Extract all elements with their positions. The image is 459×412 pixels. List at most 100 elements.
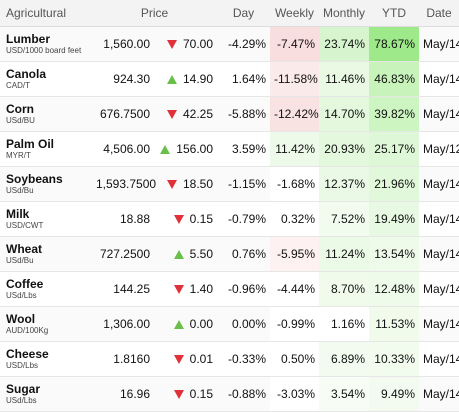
table-row[interactable]: Lumber USD/1000 board feet 1,560.00 70.00 -4… — [0, 26, 459, 62]
date-value: May/14 — [419, 166, 459, 202]
table-row[interactable]: Wheat USd/Bu 727.2500 5.50 0.76% -5.95% 11.24%… — [0, 236, 459, 272]
price-change-value: 1.40 — [189, 282, 213, 296]
triangle-up-icon — [160, 145, 171, 155]
header-ytd[interactable]: YTD — [369, 0, 419, 27]
commodity-cell[interactable]: Sugar USd/Lbs — [0, 376, 92, 412]
day-change: -1.15% — [217, 166, 270, 202]
table-row[interactable]: Wool AUD/100Kg 1,306.00 0.00 0.00% -0.99% 1.16… — [0, 306, 459, 342]
ytd-change: 12.48% — [369, 271, 419, 307]
date-value: May/14 — [419, 376, 459, 412]
commodity-name[interactable]: Wheat — [6, 242, 42, 256]
commodity-name[interactable]: Corn — [6, 102, 34, 116]
weekly-change: -3.03% — [270, 376, 319, 412]
price-change: 18.50 — [154, 166, 217, 202]
price-value: 4,506.00 — [92, 131, 154, 167]
triangle-down-icon — [166, 180, 177, 190]
commodity-name[interactable]: Milk — [6, 207, 30, 221]
commodity-name[interactable]: Soybeans — [6, 172, 63, 186]
table-row[interactable]: Sugar USd/Lbs 16.96 0.15 -0.88% -3.03% 3.54% 9.… — [0, 376, 459, 412]
monthly-change: 1.16% — [319, 306, 369, 342]
table-row[interactable]: Corn USd/BU 676.7500 42.25 -5.88% -12.42% 14.7… — [0, 96, 459, 132]
ytd-change: 11.53% — [369, 306, 419, 342]
commodity-name[interactable]: Palm Oil — [6, 137, 55, 151]
price-change: 1.40 — [154, 271, 217, 307]
commodity-unit: USd/Bu — [6, 256, 34, 265]
commodity-name[interactable]: Coffee — [6, 277, 44, 291]
price-change: 14.90 — [154, 61, 217, 97]
price-value: 1,560.00 — [92, 26, 154, 62]
price-change: 70.00 — [154, 26, 217, 62]
triangle-down-icon — [173, 215, 184, 225]
day-change: -5.88% — [217, 96, 270, 132]
ytd-change: 13.54% — [369, 236, 419, 272]
ytd-change: 25.17% — [369, 131, 419, 167]
header-monthly[interactable]: Monthly — [319, 0, 369, 27]
header-weekly[interactable]: Weekly — [270, 0, 319, 27]
ytd-change: 19.49% — [369, 201, 419, 237]
table-row[interactable]: Palm Oil MYR/T 4,506.00 156.00 3.59% 11.42% 20… — [0, 131, 459, 167]
day-change: -0.33% — [217, 341, 270, 377]
commodity-cell[interactable]: Lumber USD/1000 board feet — [0, 26, 92, 62]
day-change: 0.76% — [217, 236, 270, 272]
header-agricultural[interactable]: Agricultural — [0, 0, 92, 27]
commodity-cell[interactable]: Wool AUD/100Kg — [0, 306, 92, 342]
price-value: 727.2500 — [92, 236, 154, 272]
day-change: -4.29% — [217, 26, 270, 62]
table-row[interactable]: Milk USD/CWT 18.88 0.15 -0.79% 0.32% 7.52% 19.4… — [0, 201, 459, 237]
price-value: 1,306.00 — [92, 306, 154, 342]
commodity-cell[interactable]: Canola CAD/T — [0, 61, 92, 97]
date-value: May/14 — [419, 271, 459, 307]
price-change-value: 0.15 — [189, 212, 213, 226]
commodity-cell[interactable]: Corn USd/BU — [0, 96, 92, 132]
commodity-cell[interactable]: Milk USD/CWT — [0, 201, 92, 237]
commodity-cell[interactable]: Cheese USD/Lbs — [0, 341, 92, 377]
commodity-cell[interactable]: Wheat USd/Bu — [0, 236, 92, 272]
monthly-change: 14.70% — [319, 96, 369, 132]
commodity-cell[interactable]: Palm Oil MYR/T — [0, 131, 92, 167]
triangle-down-icon — [173, 285, 184, 295]
commodity-cell[interactable]: Soybeans USd/Bu — [0, 166, 92, 202]
commodity-unit: USd/Lbs — [6, 291, 37, 300]
price-change: 5.50 — [154, 236, 217, 272]
commodity-cell[interactable]: Coffee USd/Lbs — [0, 271, 92, 307]
weekly-change: 11.42% — [270, 131, 319, 167]
commodity-unit: USd/Lbs — [6, 396, 37, 405]
date-value: May/14 — [419, 201, 459, 237]
date-value: May/14 — [419, 61, 459, 97]
commodity-name[interactable]: Sugar — [6, 382, 41, 396]
day-change: 3.59% — [217, 131, 270, 167]
price-change: 0.15 — [154, 376, 217, 412]
day-change: 1.64% — [217, 61, 270, 97]
weekly-change: -11.58% — [270, 61, 319, 97]
day-change: -0.79% — [217, 201, 270, 237]
price-change: 42.25 — [154, 96, 217, 132]
date-value: May/14 — [419, 236, 459, 272]
header-price[interactable]: Price — [92, 0, 217, 27]
commodity-name[interactable]: Cheese — [6, 347, 49, 361]
commodity-unit: USD/Lbs — [6, 361, 39, 370]
ytd-change: 10.33% — [369, 341, 419, 377]
header-date[interactable]: Date — [419, 0, 459, 27]
weekly-change: 0.32% — [270, 201, 319, 237]
commodity-name[interactable]: Canola — [6, 67, 47, 81]
table-row[interactable]: Soybeans USd/Bu 1,593.7500 18.50 -1.15% -1.68… — [0, 166, 459, 202]
price-change-value: 14.90 — [182, 72, 213, 86]
ytd-change: 39.82% — [369, 96, 419, 132]
date-value: May/14 — [419, 341, 459, 377]
commodity-name[interactable]: Wool — [6, 312, 36, 326]
table-row[interactable]: Coffee USd/Lbs 144.25 1.40 -0.96% -4.44% 8.70%… — [0, 271, 459, 307]
date-value: May/14 — [419, 306, 459, 342]
header-day[interactable]: Day — [217, 0, 270, 27]
table-row[interactable]: Cheese USD/Lbs 1.8160 0.01 -0.33% 0.50% 6.89% 1… — [0, 341, 459, 377]
commodity-unit: USD/1000 board feet — [6, 46, 82, 55]
price-value: 924.30 — [92, 61, 154, 97]
commodity-name[interactable]: Lumber — [6, 32, 51, 46]
price-change: 156.00 — [154, 131, 217, 167]
price-change-value: 0.15 — [189, 387, 213, 401]
price-change-value: 0.00 — [189, 317, 213, 331]
table-row[interactable]: Canola CAD/T 924.30 14.90 1.64% -11.58% 11.46%… — [0, 61, 459, 97]
header-row: Agricultural Price Day Weekly Monthly YT… — [0, 0, 459, 27]
price-value: 1,593.7500 — [92, 166, 156, 202]
commodity-unit: AUD/100Kg — [6, 326, 49, 335]
price-change-value: 18.50 — [182, 177, 213, 191]
